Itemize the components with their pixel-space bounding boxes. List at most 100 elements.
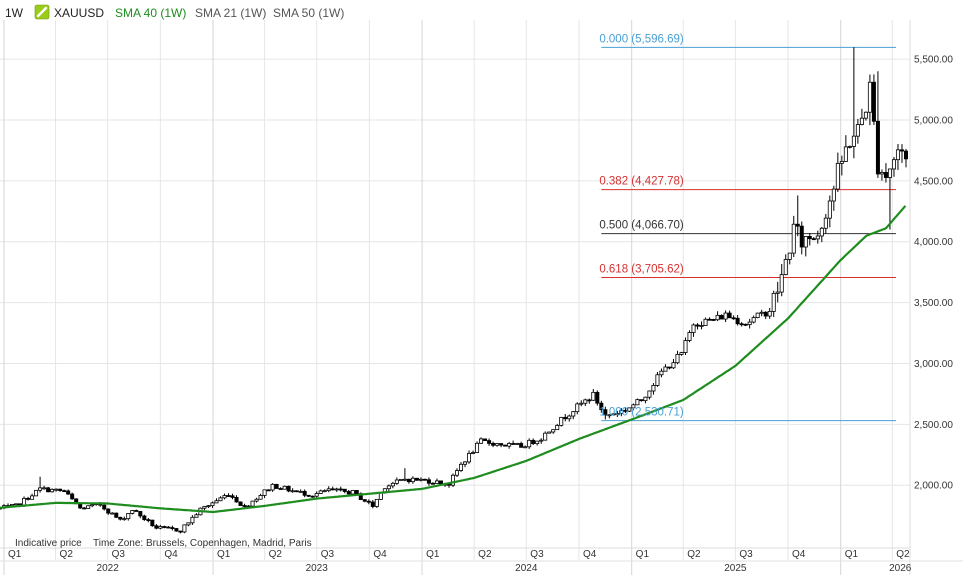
indicator-sma-50[interactable]: SMA 50 (1W)	[273, 6, 344, 20]
candle	[563, 414, 568, 422]
candle	[827, 195, 832, 228]
candle	[599, 400, 604, 413]
y-tick-label: 4,000.00	[914, 237, 953, 248]
candle	[739, 322, 744, 327]
candle	[511, 440, 516, 445]
candle	[338, 486, 343, 492]
candle	[811, 237, 816, 241]
candle	[487, 438, 492, 446]
y-tick-label: 3,500.00	[914, 298, 953, 309]
candle	[154, 524, 159, 530]
candle	[294, 490, 299, 493]
candle	[238, 501, 243, 506]
sma-40-series	[0, 205, 907, 514]
candle	[406, 478, 411, 484]
candle	[126, 513, 131, 521]
candle	[723, 310, 728, 323]
candle	[274, 483, 279, 489]
candle	[34, 489, 39, 497]
candle	[539, 438, 544, 444]
x-tick-quarter: Q4	[583, 549, 597, 560]
candle	[703, 317, 708, 326]
candle	[775, 281, 780, 303]
candle	[62, 489, 67, 493]
x-tick-quarter: Q1	[8, 549, 22, 560]
candle	[166, 526, 171, 529]
candle	[290, 488, 295, 493]
candle	[523, 445, 528, 449]
candle	[471, 450, 476, 455]
indicator-sma-40[interactable]: SMA 40 (1W)	[115, 6, 186, 20]
candle	[50, 488, 55, 493]
candle	[298, 489, 303, 493]
x-tick-quarter: Q4	[164, 549, 178, 560]
candle	[434, 478, 439, 484]
x-tick-quarter: Q3	[321, 549, 335, 560]
candle	[623, 407, 628, 414]
candle	[847, 145, 852, 149]
candle	[54, 488, 59, 492]
candle	[851, 47, 856, 159]
candle	[86, 505, 91, 509]
candle	[899, 144, 904, 163]
x-tick-quarter: Q3	[112, 549, 126, 560]
candle	[479, 437, 484, 444]
candles	[0, 47, 908, 534]
candle	[467, 450, 472, 464]
candle	[715, 311, 720, 322]
candle	[667, 366, 672, 370]
x-tick-quarter: Q3	[739, 549, 753, 560]
candle	[783, 254, 788, 276]
candle	[675, 350, 680, 365]
candle	[495, 443, 500, 447]
candle	[306, 494, 311, 497]
candle	[655, 371, 660, 387]
candle	[755, 312, 760, 319]
candle	[282, 485, 287, 490]
x-tick-quarter: Q4	[373, 549, 387, 560]
candle	[527, 438, 532, 449]
interval-label[interactable]: 1W	[5, 6, 24, 20]
candle	[286, 485, 291, 493]
candle	[635, 398, 640, 406]
candle	[607, 414, 612, 419]
candle	[787, 252, 792, 265]
candle	[587, 398, 592, 404]
candle	[218, 496, 223, 502]
symbol-label[interactable]: XAUUSD	[54, 6, 104, 20]
x-tick-quarter: Q3	[530, 549, 544, 560]
candle	[615, 410, 620, 418]
fib-label: 0.000 (5,596.69)	[599, 33, 684, 45]
candle	[346, 489, 351, 495]
fib-label: 1.000 (2,530.71)	[599, 407, 684, 419]
candle	[26, 496, 31, 501]
candle	[214, 498, 219, 504]
candle	[210, 501, 215, 508]
candle	[903, 148, 908, 168]
candle	[418, 477, 423, 482]
candle	[807, 232, 812, 246]
candle	[839, 155, 844, 176]
candle	[711, 318, 716, 321]
candle	[142, 514, 147, 521]
candle	[843, 135, 848, 162]
candle	[186, 522, 191, 527]
candle	[731, 315, 736, 320]
candle	[551, 429, 556, 434]
candle	[38, 476, 43, 493]
candle	[430, 482, 435, 485]
candle	[491, 441, 496, 448]
candle	[206, 504, 211, 508]
y-tick-label: 2,000.00	[914, 481, 953, 492]
candle	[475, 441, 480, 454]
candle	[226, 493, 231, 497]
y-tick-label: 4,500.00	[914, 176, 953, 187]
candle	[386, 484, 391, 492]
candle	[270, 483, 275, 492]
candle	[515, 442, 520, 446]
candle	[867, 74, 872, 126]
candle	[819, 226, 824, 243]
candle	[503, 444, 508, 447]
indicator-sma-21[interactable]: SMA 21 (1W)	[195, 6, 266, 20]
